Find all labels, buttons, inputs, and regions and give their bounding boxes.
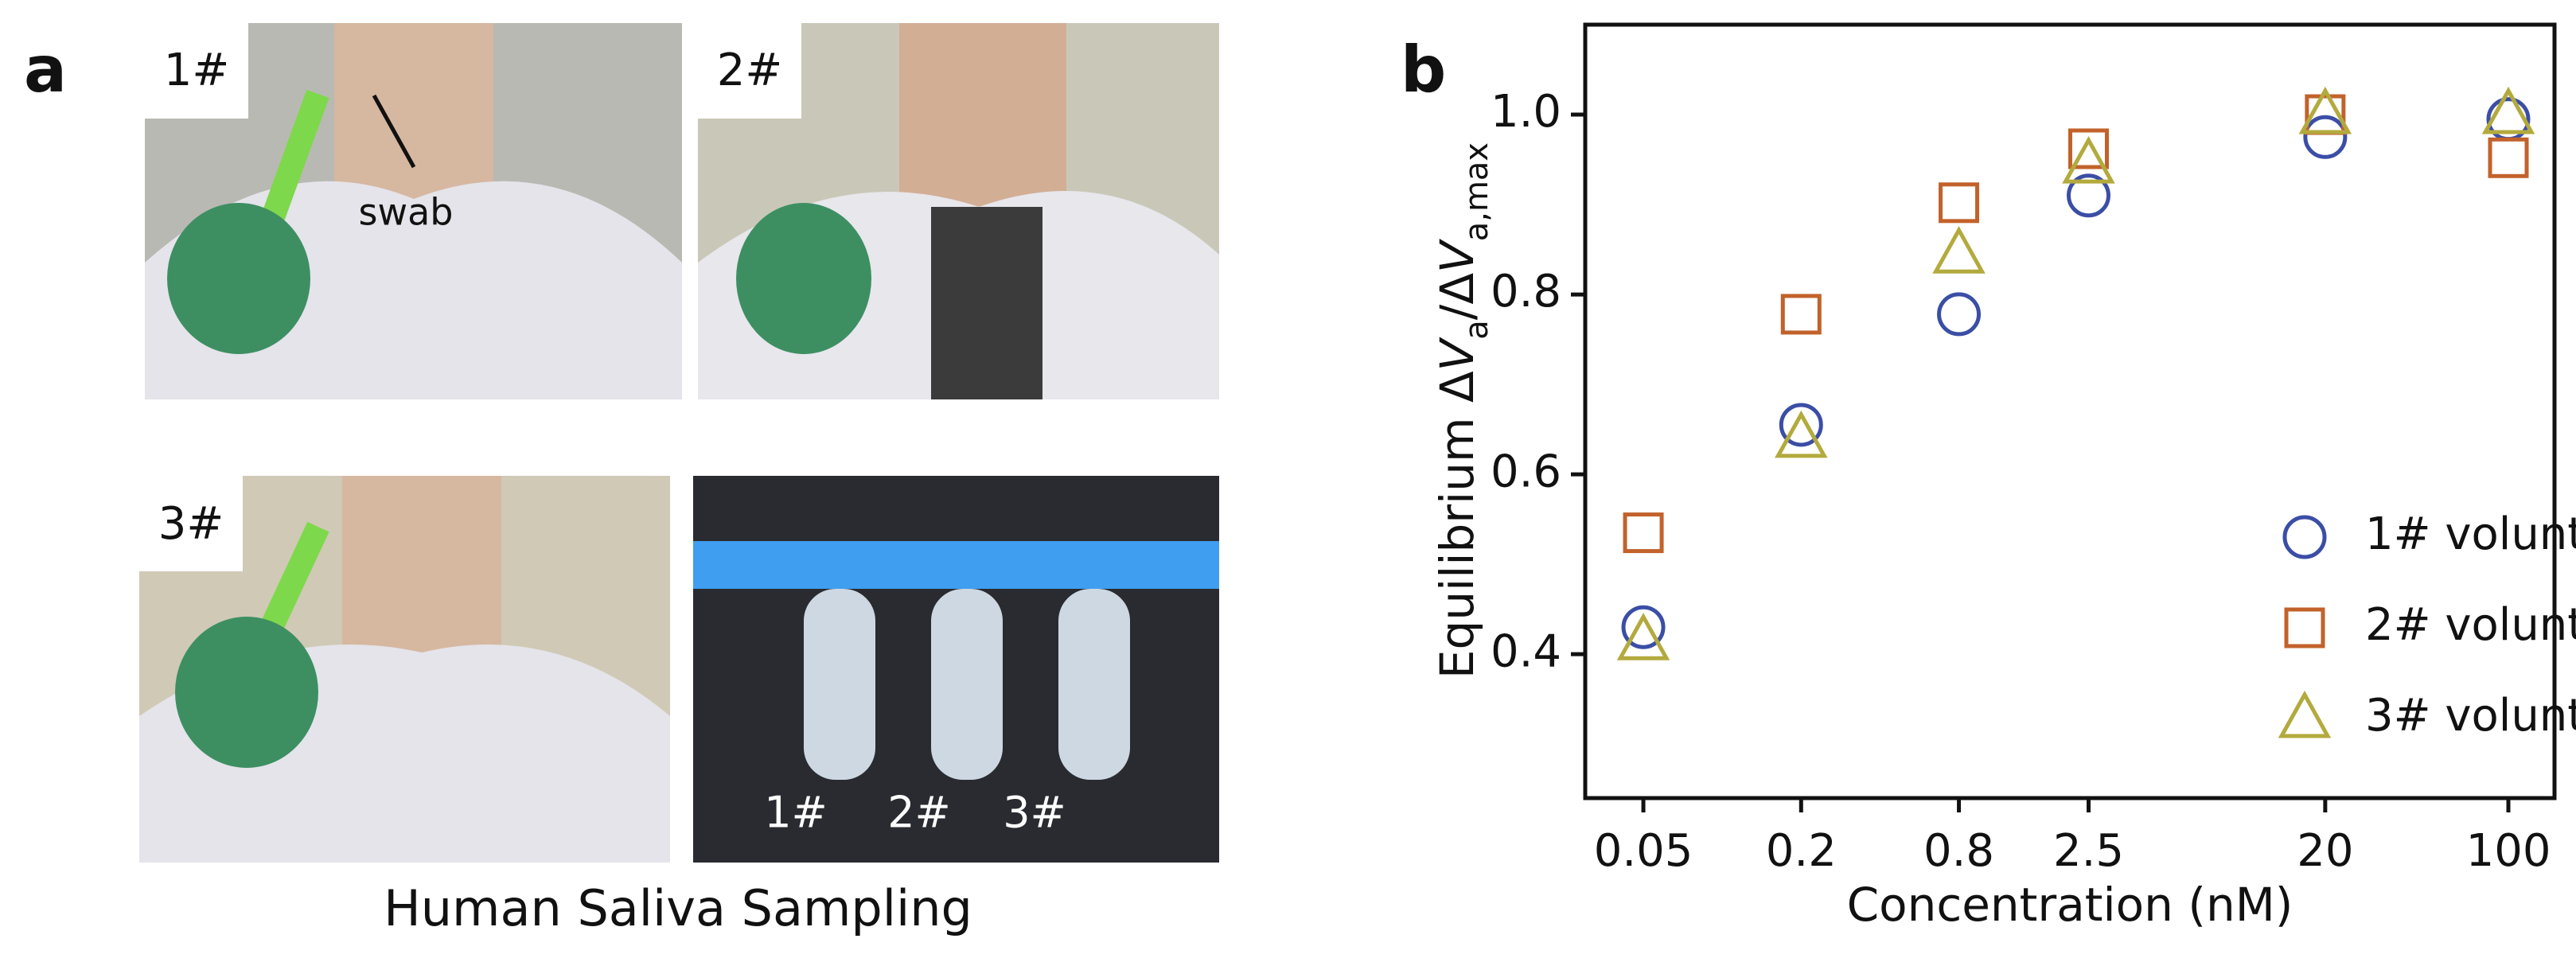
- photo-label: 3#: [158, 498, 224, 550]
- y-axis-title-part: /Δ: [1430, 273, 1484, 321]
- marker-triangle: [2062, 136, 2115, 184]
- marker-circle: [2303, 115, 2348, 159]
- panel-label: a: [24, 33, 67, 107]
- marker-circle: [1621, 605, 1666, 649]
- legend-marker: [2284, 607, 2325, 648]
- x-tick-label: 2.5: [2053, 825, 2124, 877]
- marker-circle: [2066, 173, 2110, 218]
- x-tick-label: 0.05: [1594, 825, 1693, 877]
- marker-square: [1939, 182, 1980, 224]
- photo-2: [698, 23, 1219, 399]
- marker-square: [2488, 137, 2529, 178]
- tube-label: 2#: [887, 788, 951, 838]
- y-tick-label: 0.6: [1491, 446, 1561, 497]
- y-axis-title-part: Equilibrium Δ: [1430, 371, 1484, 679]
- legend-label: 1# volunteer: [2365, 508, 2576, 560]
- swab-label: swab: [359, 191, 454, 234]
- photo-4: [693, 476, 1219, 863]
- marker-square: [1623, 512, 1664, 554]
- photo-1: [145, 23, 682, 399]
- photo-label: 2#: [717, 45, 783, 96]
- y-axis-title-part: V: [1430, 336, 1484, 371]
- marker-triangle: [2298, 86, 2352, 134]
- marker-triangle: [2481, 86, 2535, 134]
- panel-label: b: [1401, 33, 1446, 107]
- marker-circle: [1779, 403, 1823, 447]
- x-tick-label: 100: [2466, 825, 2551, 877]
- marker-square: [2067, 128, 2109, 169]
- x-axis-title: Concentration (nM): [1847, 878, 2293, 932]
- y-axis-title-part: a,max: [1459, 142, 1495, 241]
- tube-label: 3#: [1003, 788, 1066, 838]
- legend-label: 3# volunteer: [2365, 690, 2576, 742]
- legend-marker: [2282, 515, 2327, 559]
- y-axis-title: Equilibrium ΔVa/ΔVa,max: [1430, 142, 1495, 679]
- y-tick-label: 0.4: [1491, 625, 1561, 677]
- tube-label: 1#: [764, 788, 828, 838]
- photo-label: 1#: [164, 45, 230, 96]
- legend-label: 2# volunteer: [2365, 599, 2576, 651]
- marker-triangle: [1775, 410, 1828, 458]
- y-axis-title-part: V: [1430, 238, 1484, 273]
- y-axis-title-part: a: [1459, 320, 1495, 340]
- x-tick-label: 0.8: [1923, 825, 1994, 877]
- x-tick-label: 20: [2297, 825, 2353, 877]
- caption: Human Saliva Sampling: [384, 879, 972, 937]
- marker-circle: [1937, 292, 1982, 337]
- legend-marker: [2278, 690, 2332, 738]
- marker-triangle: [1932, 226, 1986, 274]
- y-tick-label: 1.0: [1491, 86, 1561, 138]
- photo-3: [139, 476, 670, 863]
- x-tick-label: 0.2: [1766, 825, 1837, 877]
- y-tick-label: 0.8: [1491, 266, 1561, 317]
- marker-square: [1780, 294, 1822, 335]
- plot-frame: [1583, 22, 2557, 800]
- marker-triangle: [1616, 613, 1670, 660]
